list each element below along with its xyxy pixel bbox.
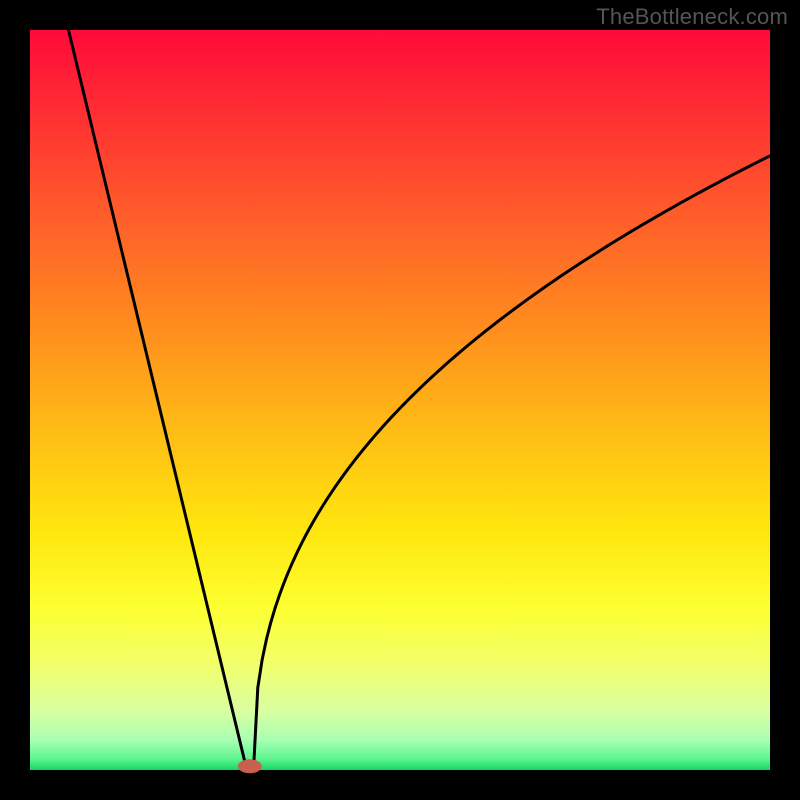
chart-container: TheBottleneck.com <box>0 0 800 800</box>
watermark-text: TheBottleneck.com <box>596 4 788 30</box>
optimum-marker <box>238 759 262 773</box>
gradient-plot-area <box>30 30 770 770</box>
bottleneck-chart <box>0 0 800 800</box>
